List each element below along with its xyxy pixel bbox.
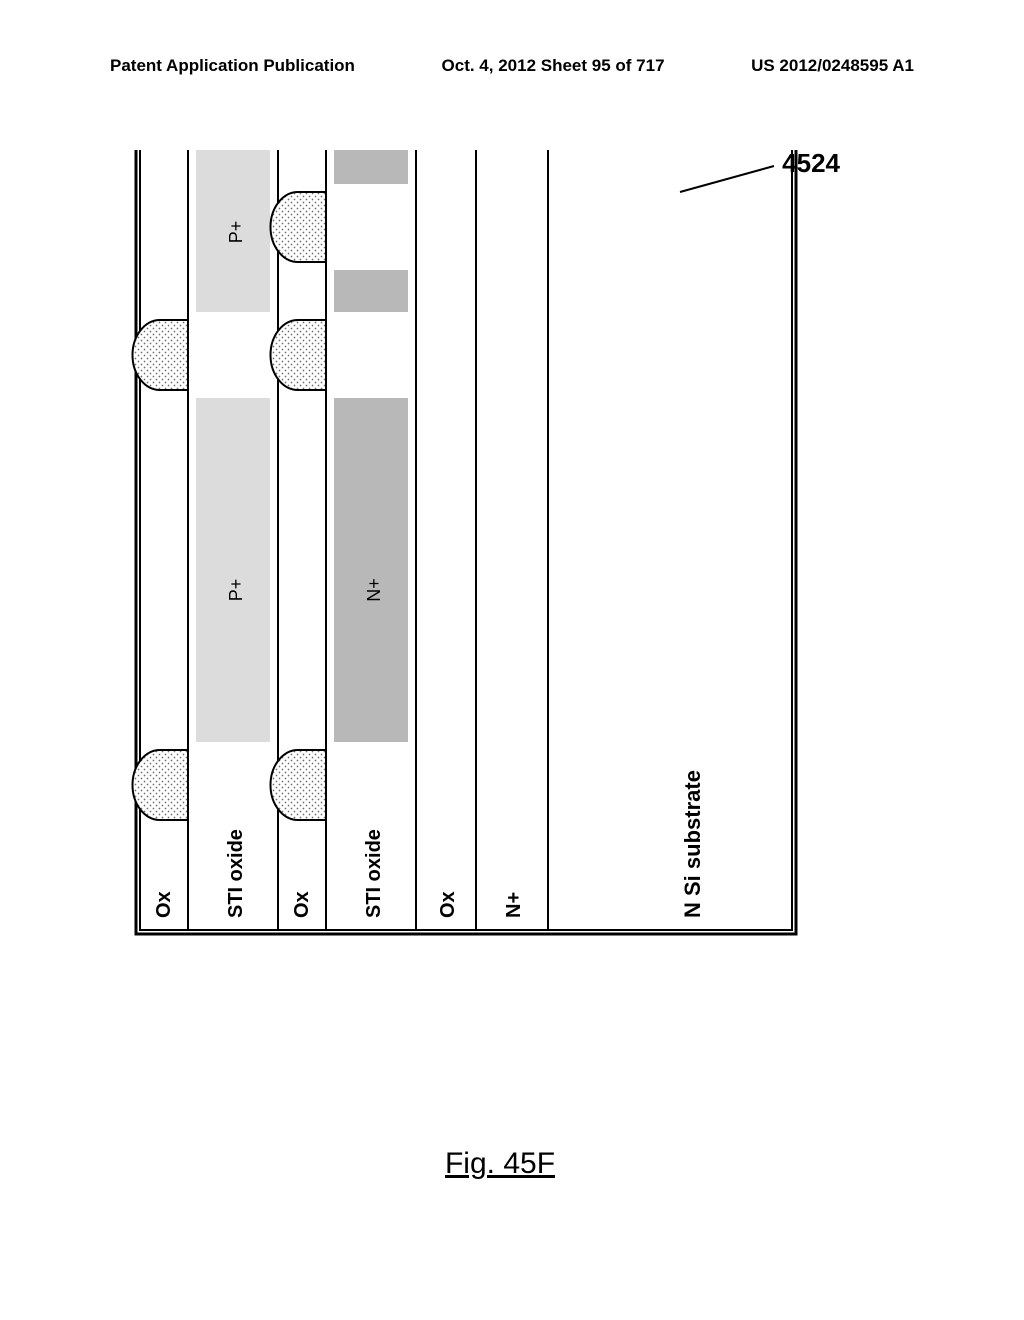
figure-svg: Ox P+ P+ STI oxide bbox=[120, 150, 880, 1210]
header-center: Oct. 4, 2012 Sheet 95 of 717 bbox=[442, 56, 665, 76]
layer-sti-1: P+ P+ STI oxide bbox=[188, 150, 278, 930]
layer-label-nplus: N+ bbox=[503, 892, 525, 918]
layer-label-ox2: Ox bbox=[291, 891, 313, 918]
nplus-strip bbox=[334, 270, 408, 312]
nplus-label-1: N+ bbox=[364, 578, 384, 602]
nplus-region-1 bbox=[334, 398, 408, 742]
figure-container: Ox P+ P+ STI oxide bbox=[120, 150, 880, 1215]
callout-leader bbox=[676, 162, 776, 202]
layer-nplus-buried bbox=[476, 150, 548, 930]
layer-label-sti2: STI oxide bbox=[363, 829, 385, 918]
figure-label-text: Fig. 45F bbox=[445, 1147, 555, 1180]
header-left: Patent Application Publication bbox=[110, 56, 355, 76]
layer-label-sti1: STI oxide bbox=[225, 829, 247, 918]
callout-4524: 4524 bbox=[782, 148, 840, 179]
nplus-region-2 bbox=[334, 150, 408, 184]
figure-label: Fig. 45F bbox=[445, 1147, 555, 1181]
header-right: US 2012/0248595 A1 bbox=[751, 56, 914, 76]
layer-label-ox1: Ox bbox=[153, 891, 175, 918]
layer-label-substrate: N Si substrate bbox=[680, 770, 705, 918]
pplus-label-1: P+ bbox=[226, 579, 246, 602]
pplus-region-1 bbox=[196, 398, 270, 742]
layer-substrate bbox=[548, 150, 792, 930]
pplus-label-2: P+ bbox=[226, 221, 246, 244]
layer-sti-2: N+ N+ STI oxide bbox=[326, 150, 416, 930]
layer-label-ox3: Ox bbox=[437, 891, 459, 918]
layer-ox-3 bbox=[416, 150, 476, 930]
callout-text: 4524 bbox=[782, 148, 840, 178]
page-header: Patent Application Publication Oct. 4, 2… bbox=[0, 56, 1024, 76]
